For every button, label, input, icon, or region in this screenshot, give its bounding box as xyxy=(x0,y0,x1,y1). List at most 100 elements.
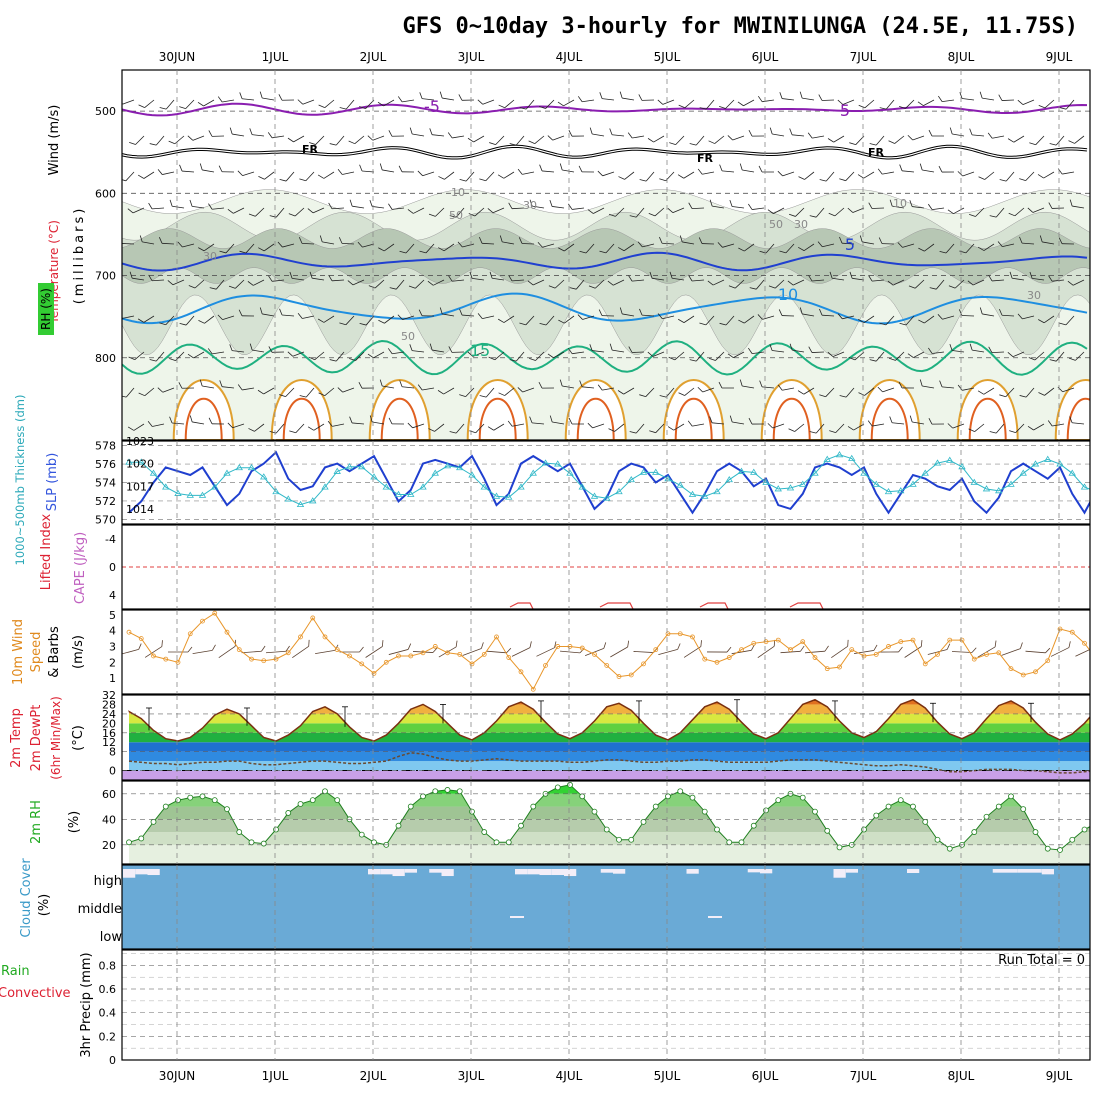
isotherm-label: 10 xyxy=(778,285,798,304)
wind-barb-feather xyxy=(177,241,183,248)
wind-barb xyxy=(1019,171,1035,182)
wind-barb-feather xyxy=(229,127,233,135)
wind-barb xyxy=(827,135,845,143)
wind-barb-feather xyxy=(837,313,843,320)
surface-warm-contour xyxy=(674,397,713,440)
wind-barb-staff xyxy=(1044,387,1055,396)
wind-barb-staff xyxy=(655,423,665,433)
wind-barb xyxy=(927,203,945,211)
wind10m-point xyxy=(518,669,524,675)
wind-barb-staff xyxy=(852,207,865,213)
wind-barb xyxy=(122,171,135,182)
wind-barb-feather xyxy=(417,384,423,391)
wind-barb-feather xyxy=(217,314,223,320)
wind-barb xyxy=(387,348,405,355)
wind10m-point xyxy=(861,653,867,659)
wind-barb-staff xyxy=(323,315,335,323)
wind-barb xyxy=(507,420,525,427)
wind-barb xyxy=(339,99,355,110)
wind-barb-staff xyxy=(422,171,435,177)
wind-barb-staff xyxy=(455,207,465,218)
wind-barb xyxy=(608,207,625,217)
wind10m-point xyxy=(1095,657,1099,661)
wind-barb xyxy=(388,130,405,137)
wind-barb-feather xyxy=(238,309,243,316)
rh-band xyxy=(129,806,1090,820)
wind-barb-staff xyxy=(542,243,555,248)
wind-barb-staff xyxy=(612,349,625,353)
wind-barb-feather xyxy=(148,202,153,210)
wind-barb-feather xyxy=(288,213,296,217)
precip-panel: 00.20.40.60.8 Total / Rain Convective 3h… xyxy=(0,952,1090,1067)
rh-point xyxy=(518,822,524,829)
wind-barb-feather xyxy=(809,431,817,434)
wind-barb xyxy=(989,207,1005,218)
wind-barb xyxy=(547,135,565,141)
rh-legend-swatch xyxy=(38,283,54,335)
wind-barb-staff xyxy=(942,386,955,389)
wind10m-point xyxy=(555,644,561,649)
wind-barb-staff xyxy=(554,279,565,289)
wind-barb xyxy=(898,381,915,389)
pressure-tick: 500 xyxy=(95,105,116,118)
wind10m-barb xyxy=(365,640,384,658)
top-day-label: 7JUL xyxy=(850,50,877,64)
wind-barb-staff xyxy=(122,243,135,245)
wind-barb-feather xyxy=(839,178,846,182)
wind-barb-feather xyxy=(1017,313,1023,320)
lifted-index-line xyxy=(699,602,729,609)
wind-barb-feather xyxy=(729,200,733,207)
wind-barb xyxy=(457,241,475,248)
wind-barb-staff xyxy=(995,207,1005,218)
wind-barb-feather xyxy=(179,106,186,109)
wind10m-barb xyxy=(683,640,702,658)
wind-barb-staff xyxy=(204,315,215,324)
pressure-tick: 800 xyxy=(95,352,116,365)
wind-barb-staff xyxy=(342,171,355,175)
thickness-point xyxy=(345,463,354,470)
wind-barb xyxy=(598,309,615,317)
high-cloud-gap xyxy=(907,869,920,874)
wind-barb xyxy=(828,207,845,217)
wind-barb xyxy=(867,420,885,427)
wind-barb-feather xyxy=(609,343,613,351)
wind-barb xyxy=(1027,207,1045,213)
high-cloud-gap xyxy=(539,869,552,876)
wind-barb-feather xyxy=(519,107,527,110)
wind-barb xyxy=(349,416,365,425)
wind-barb-staff xyxy=(863,315,875,324)
wind-barb xyxy=(899,99,915,109)
wind-barb xyxy=(318,99,335,109)
rh-point xyxy=(297,801,304,807)
wind-barb-feather xyxy=(207,348,213,355)
thickness-point xyxy=(750,468,758,475)
wind-barb-staff xyxy=(305,387,315,398)
run-total: Run Total = 0 xyxy=(998,953,1085,968)
wind-barb-staff xyxy=(585,243,595,254)
wind-barb-staff xyxy=(1062,171,1075,175)
wind10m-barb-feather xyxy=(1091,642,1097,648)
wind-barb-feather xyxy=(858,104,866,109)
thickness-point xyxy=(162,483,170,490)
wind-barb-feather xyxy=(579,250,587,254)
wind-barb-staff xyxy=(462,243,475,248)
wind-barb-staff xyxy=(572,351,585,355)
wind-barb-feather xyxy=(319,235,323,243)
wind-barb-feather xyxy=(197,101,204,107)
wind-barb xyxy=(467,351,485,357)
wind-barb-staff xyxy=(602,171,615,177)
wind-barb xyxy=(748,129,765,137)
wind-barb-staff xyxy=(975,207,985,217)
wind10m-barb-staff xyxy=(610,646,628,658)
wind-barb-feather xyxy=(777,384,783,391)
bottom-day-label: 4JUL xyxy=(556,1069,583,1083)
wind-barb xyxy=(388,203,405,210)
wind-barb-staff xyxy=(1055,351,1065,362)
wind-barb-feather xyxy=(547,353,554,359)
wind-barb xyxy=(249,128,265,137)
wind-barb-feather xyxy=(409,127,413,135)
wind10m-barb xyxy=(412,647,438,653)
dewpoint-line xyxy=(128,752,1090,774)
wind-barb-feather xyxy=(539,164,543,172)
